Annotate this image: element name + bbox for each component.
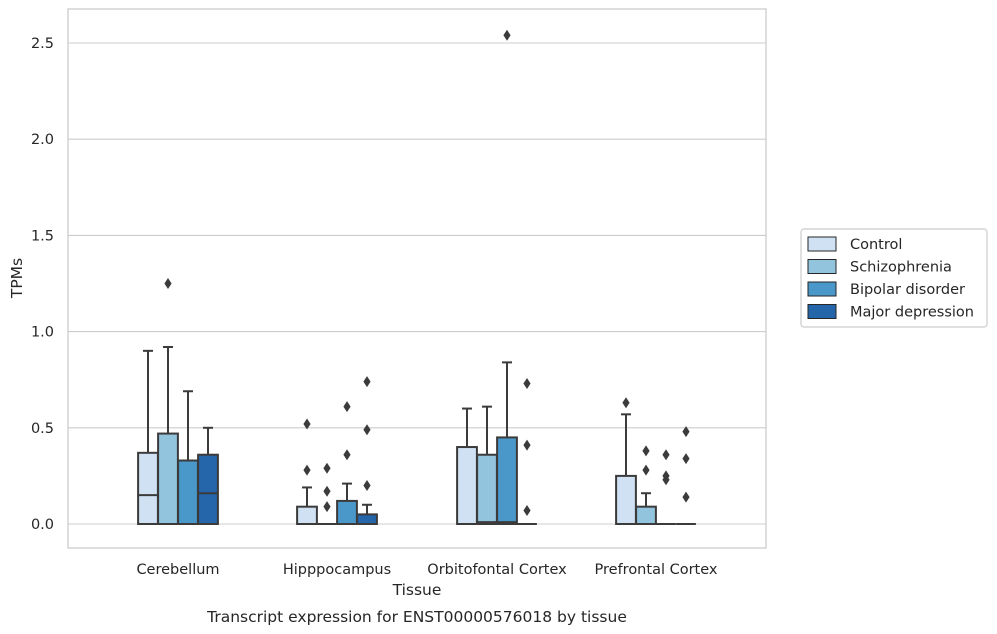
chart-caption: Transcript expression for ENST0000057601…	[206, 608, 627, 626]
box-body	[137, 451, 159, 526]
x-tick-label: Orbitofontal Cortex	[427, 562, 567, 578]
outlier-point	[662, 449, 670, 461]
y-tick-label: 2.0	[31, 132, 54, 148]
y-tick-label: 2.5	[31, 36, 54, 52]
outlier-point	[523, 378, 531, 390]
box-control	[137, 349, 159, 526]
box-body	[356, 513, 378, 526]
outlier-point	[662, 470, 670, 482]
box-bipolar-disorder	[656, 449, 676, 525]
outlier-point	[363, 376, 371, 388]
legend-swatch	[807, 259, 837, 274]
legend-label: Major depression	[850, 305, 974, 321]
x-axis-ticks: Cerebellum Hipppocampus Orbitofontal Corte…	[136, 562, 717, 578]
legend-swatch	[807, 236, 837, 252]
box-schizophrenia	[317, 462, 337, 525]
outlier-point	[682, 491, 690, 503]
outlier-point	[323, 501, 331, 513]
box-body	[296, 505, 318, 525]
box-schizophrenia	[157, 278, 179, 525]
outlier-point	[642, 445, 650, 457]
box-body	[197, 453, 219, 525]
box-body	[635, 505, 657, 525]
outlier-point	[343, 449, 351, 461]
box-bipolar-disorder	[336, 401, 358, 525]
box-body	[157, 432, 179, 525]
outlier-point	[363, 424, 371, 436]
outlier-point	[323, 485, 331, 497]
legend-swatch	[807, 304, 837, 319]
outlier-point	[642, 464, 650, 476]
outlier-point	[323, 462, 331, 474]
outlier-point	[682, 426, 690, 438]
box-body	[336, 499, 358, 525]
box-bipolar-disorder	[177, 390, 199, 525]
outlier-point	[503, 29, 511, 41]
box-body	[615, 474, 637, 525]
y-axis-title: TPMs	[8, 258, 26, 299]
legend-label: Bipolar disorder	[850, 282, 965, 298]
legend: Control Schizophrenia Bipolar disorder Majo…	[800, 228, 988, 328]
outlier-point	[343, 401, 351, 413]
y-tick-label: 0.0	[31, 517, 54, 533]
y-tick-label: 0.5	[31, 421, 54, 437]
box-major-depression	[676, 426, 696, 525]
box-major-depression	[356, 376, 378, 526]
plot-frame	[67, 8, 767, 549]
box-major-depression	[197, 426, 219, 525]
box-bipolar-disorder	[496, 29, 518, 526]
box-control	[296, 418, 318, 525]
x-tick-label: Prefrontal Cortex	[595, 562, 718, 578]
y-tick-label: 1.0	[31, 325, 54, 341]
box-schizophrenia	[476, 405, 498, 525]
x-tick-label: Cerebellum	[136, 562, 219, 578]
outlier-point	[303, 418, 311, 430]
y-axis-ticks: 0.0 0.5 1.0 1.5 2.0 2.5	[31, 36, 54, 533]
legend-label: Schizophrenia	[850, 260, 952, 276]
outlier-point	[682, 453, 690, 465]
x-tick-label: Hipppocampus	[283, 562, 391, 578]
legend-box	[800, 228, 988, 328]
outlier-point	[164, 278, 172, 289]
box-plot-series	[137, 29, 696, 526]
outlier-point	[523, 505, 531, 517]
box-body	[456, 446, 478, 526]
box-body	[476, 453, 498, 525]
box-body	[496, 436, 518, 526]
y-tick-label: 1.5	[31, 228, 54, 244]
outlier-point	[523, 439, 531, 451]
box-control	[615, 397, 637, 525]
box-body	[177, 459, 199, 525]
legend-swatch	[807, 281, 837, 297]
x-axis-title: Tissue	[392, 581, 442, 599]
legend-label: Control	[850, 237, 902, 253]
box-control	[456, 407, 478, 526]
box-schizophrenia	[635, 445, 657, 525]
box-major-depression	[517, 378, 537, 525]
outlier-point	[622, 397, 630, 409]
outlier-point	[303, 464, 311, 476]
outlier-point	[363, 480, 371, 492]
